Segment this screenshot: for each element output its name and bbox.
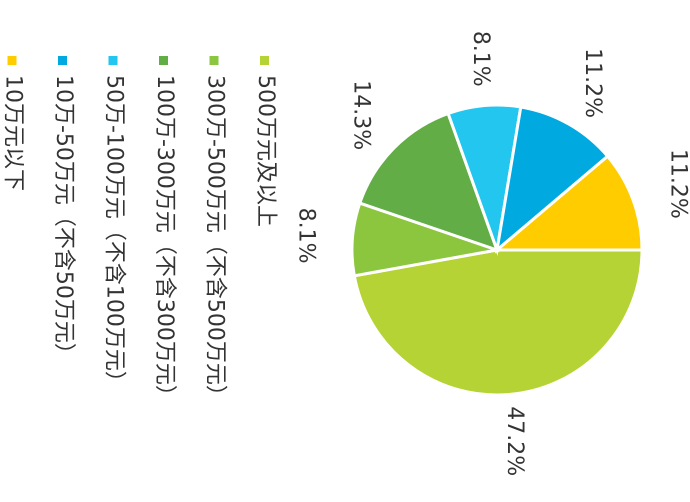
legend-marker	[108, 56, 118, 65]
pie-slice	[352, 248, 644, 397]
data-label: 11.2%	[580, 48, 605, 118]
legend-label: 50万-100万元（不含100万元）	[102, 75, 127, 393]
pie-slice	[494, 105, 610, 254]
data-label: 8.1%	[468, 31, 493, 87]
legend-label: 100万-300万元（不含300万元）	[152, 75, 177, 407]
legend-marker	[209, 56, 219, 65]
legend-label: 10万-50万元（不含50万元）	[51, 75, 76, 365]
legend-label: 10万元以下	[1, 75, 26, 191]
legend-marker	[58, 56, 67, 65]
legend-marker	[159, 56, 168, 65]
data-label: 14.3%	[348, 80, 373, 150]
pie-slice	[492, 154, 644, 252]
data-label: 11.2%	[665, 149, 690, 219]
data-label: 47.2%	[502, 406, 527, 476]
pie-slice	[357, 111, 500, 253]
data-label: 8.1%	[294, 208, 319, 264]
legend-marker	[260, 56, 269, 65]
legend-marker	[7, 56, 17, 65]
legend-label: 300万-500万元（不含500万元）	[203, 75, 228, 407]
legend-label: 500万元及以上	[253, 75, 278, 227]
